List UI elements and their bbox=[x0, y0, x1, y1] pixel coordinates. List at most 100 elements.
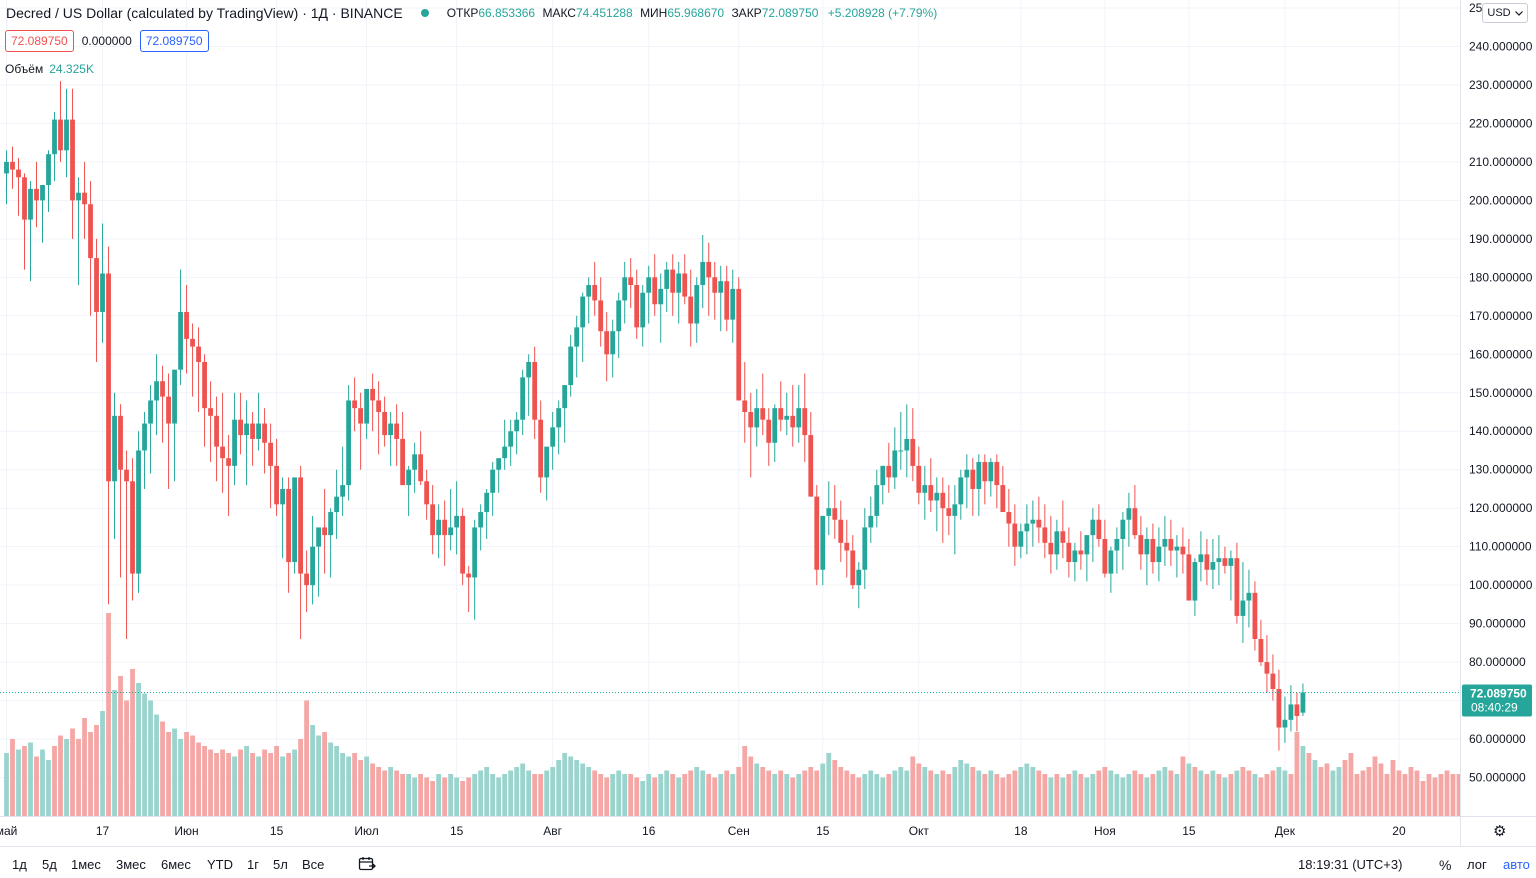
candle-body[interactable] bbox=[1276, 689, 1282, 728]
auto-toggle[interactable]: авто bbox=[1503, 857, 1530, 872]
candle-body[interactable] bbox=[880, 465, 886, 486]
candle-body[interactable] bbox=[826, 508, 832, 516]
candle-body[interactable] bbox=[22, 177, 27, 220]
time-axis[interactable] bbox=[0, 816, 1460, 846]
range-5d-button[interactable]: 5д bbox=[42, 857, 57, 872]
candle-body[interactable] bbox=[286, 488, 291, 563]
candle-body[interactable] bbox=[904, 438, 910, 451]
candle-body[interactable] bbox=[406, 469, 412, 486]
candle-body[interactable] bbox=[1300, 692, 1306, 713]
candle-body[interactable] bbox=[1018, 531, 1024, 547]
candle-body[interactable] bbox=[358, 408, 364, 424]
candle-body[interactable] bbox=[688, 296, 694, 324]
candle-body[interactable] bbox=[256, 423, 261, 439]
candle-body[interactable] bbox=[544, 446, 550, 478]
candle-body[interactable] bbox=[1282, 719, 1288, 728]
range-5y-button[interactable]: 5л bbox=[273, 857, 288, 872]
candle-body[interactable] bbox=[778, 408, 784, 420]
candle-body[interactable] bbox=[58, 119, 63, 151]
price-chart[interactable]: 50.00000060.00000070.00000080.00000090.0… bbox=[0, 0, 1536, 848]
candle-body[interactable] bbox=[1030, 519, 1036, 524]
candle-body[interactable] bbox=[46, 154, 51, 185]
currency-select[interactable]: USD bbox=[1482, 3, 1528, 23]
candle-body[interactable] bbox=[1246, 592, 1252, 601]
candle-body[interactable] bbox=[1102, 538, 1108, 574]
candle-body[interactable] bbox=[124, 469, 129, 482]
candle-body[interactable] bbox=[1192, 562, 1198, 601]
candle-body[interactable] bbox=[1006, 512, 1012, 524]
candle-body[interactable] bbox=[1036, 519, 1042, 528]
candle-body[interactable] bbox=[994, 462, 1000, 486]
candle-body[interactable] bbox=[856, 569, 862, 586]
candle-body[interactable] bbox=[868, 515, 874, 528]
candle-body[interactable] bbox=[160, 381, 165, 397]
candle-body[interactable] bbox=[964, 469, 970, 478]
candle-body[interactable] bbox=[1072, 550, 1078, 563]
candle-body[interactable] bbox=[1066, 542, 1072, 563]
candle-body[interactable] bbox=[718, 281, 724, 293]
candle-body[interactable] bbox=[658, 288, 664, 305]
candle-body[interactable] bbox=[64, 119, 69, 151]
candle-body[interactable] bbox=[1114, 538, 1120, 551]
candle-body[interactable] bbox=[262, 423, 267, 443]
candle-body[interactable] bbox=[340, 485, 346, 497]
candle-body[interactable] bbox=[976, 462, 982, 489]
candle-body[interactable] bbox=[118, 415, 123, 470]
candle-body[interactable] bbox=[928, 485, 934, 501]
candle-body[interactable] bbox=[142, 423, 147, 451]
candle-body[interactable] bbox=[430, 504, 436, 536]
candle-body[interactable] bbox=[454, 515, 460, 528]
candle-body[interactable] bbox=[370, 388, 376, 401]
candle-body[interactable] bbox=[598, 300, 604, 332]
candle-body[interactable] bbox=[1168, 538, 1174, 551]
candle-body[interactable] bbox=[952, 504, 958, 516]
buy-price-box[interactable]: 72.089750 bbox=[139, 30, 209, 52]
candle-body[interactable] bbox=[328, 512, 334, 536]
candle-body[interactable] bbox=[772, 408, 778, 443]
candle-body[interactable] bbox=[874, 485, 880, 516]
candle-body[interactable] bbox=[436, 519, 442, 536]
candle-body[interactable] bbox=[424, 481, 430, 505]
candle-body[interactable] bbox=[316, 527, 322, 547]
candle-body[interactable] bbox=[820, 515, 826, 570]
candle-body[interactable] bbox=[460, 515, 466, 574]
candle-body[interactable] bbox=[1210, 562, 1216, 570]
candle-body[interactable] bbox=[178, 311, 183, 370]
candle-body[interactable] bbox=[382, 412, 388, 436]
log-toggle[interactable]: лог bbox=[1467, 857, 1487, 872]
candle-body[interactable] bbox=[736, 288, 742, 401]
candle-body[interactable] bbox=[16, 169, 21, 178]
candle-body[interactable] bbox=[1288, 704, 1294, 720]
candle-body[interactable] bbox=[1270, 673, 1276, 690]
candle-body[interactable] bbox=[916, 465, 922, 493]
range-all-button[interactable]: Все bbox=[302, 857, 325, 872]
candle-body[interactable] bbox=[1144, 538, 1150, 555]
candle-body[interactable] bbox=[136, 450, 141, 574]
candle-body[interactable] bbox=[562, 385, 568, 409]
candle-body[interactable] bbox=[970, 469, 976, 489]
candle-body[interactable] bbox=[1048, 542, 1054, 555]
candle-body[interactable] bbox=[1084, 535, 1090, 555]
candle-body[interactable] bbox=[1078, 550, 1084, 555]
candle-body[interactable] bbox=[532, 361, 538, 420]
candle-body[interactable] bbox=[1054, 531, 1060, 555]
candle-body[interactable] bbox=[352, 400, 358, 409]
candle-body[interactable] bbox=[646, 277, 652, 293]
candle-body[interactable] bbox=[988, 462, 994, 482]
candle-body[interactable] bbox=[940, 492, 946, 509]
candle-body[interactable] bbox=[466, 573, 472, 578]
candle-body[interactable] bbox=[550, 427, 556, 447]
candle-body[interactable] bbox=[946, 508, 952, 516]
candle-body[interactable] bbox=[898, 450, 904, 452]
candle-body[interactable] bbox=[1264, 662, 1270, 674]
candle-body[interactable] bbox=[400, 438, 406, 486]
candle-body[interactable] bbox=[592, 285, 598, 301]
candle-body[interactable] bbox=[1096, 519, 1102, 539]
clock-timezone[interactable]: 18:19:31 (UTC+3) bbox=[1298, 857, 1403, 872]
candle-body[interactable] bbox=[958, 477, 964, 505]
range-1m-button[interactable]: 1мес bbox=[71, 857, 101, 872]
candle-body[interactable] bbox=[1120, 519, 1126, 539]
candle-body[interactable] bbox=[712, 277, 718, 293]
candle-body[interactable] bbox=[70, 119, 75, 201]
candle-body[interactable] bbox=[280, 488, 285, 505]
